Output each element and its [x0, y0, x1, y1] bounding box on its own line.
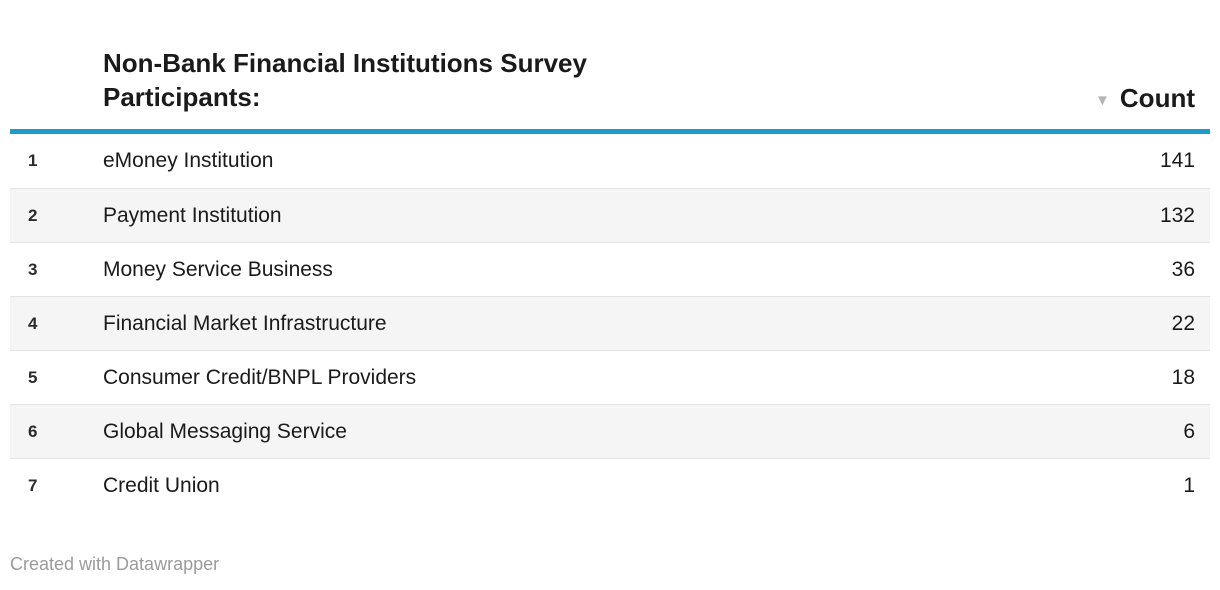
row-index: 6	[28, 421, 38, 441]
row-index: 2	[28, 205, 38, 225]
count-value: 141	[1159, 149, 1195, 172]
header-accent-rule	[10, 129, 1210, 134]
table-header: Non-Bank Financial Institutions Survey P…	[0, 0, 1220, 129]
institution-name: eMoney Institution	[103, 149, 274, 172]
table-row: 4 Financial Market Infrastructure 22	[10, 296, 1210, 350]
institution-name: Credit Union	[103, 473, 220, 497]
count-value: 36	[1171, 257, 1195, 281]
datawrapper-credit[interactable]: Created with Datawrapper	[10, 554, 220, 574]
count-value: 22	[1171, 311, 1195, 335]
table-row: 6 Global Messaging Service 6	[10, 404, 1210, 458]
count-value: 18	[1171, 365, 1195, 389]
count-value: 1	[1183, 473, 1195, 497]
table-row: 1 eMoney Institution 141	[10, 134, 1210, 188]
table-row: 3 Money Service Business 36	[10, 242, 1210, 296]
count-value: 132	[1159, 203, 1195, 227]
institution-name: Global Messaging Service	[103, 419, 347, 443]
sort-descending-icon: ▼	[1095, 92, 1110, 109]
institution-name: Money Service Business	[103, 257, 333, 281]
row-index: 1	[28, 151, 38, 170]
table-row: 2 Payment Institution 132	[10, 188, 1210, 242]
table-row: 5 Consumer Credit/BNPL Providers 18	[10, 350, 1210, 404]
count-column-label: Count	[1119, 83, 1195, 113]
institution-name: Payment Institution	[103, 203, 282, 227]
page-title: Non-Bank Financial Institutions Survey P…	[103, 48, 587, 112]
institution-name: Financial Market Infrastructure	[103, 311, 387, 335]
row-index: 7	[28, 475, 38, 495]
count-value: 6	[1183, 419, 1195, 443]
row-index: 3	[28, 259, 38, 279]
row-index: 5	[28, 367, 38, 387]
table-row: 7 Credit Union 1	[10, 458, 1210, 512]
survey-participants-table: 1 eMoney Institution 141 2 Payment Insti…	[10, 134, 1210, 512]
row-index: 4	[28, 313, 38, 333]
institution-name: Consumer Credit/BNPL Providers	[103, 365, 417, 389]
count-column-header[interactable]: ▼ Count	[1095, 83, 1195, 114]
